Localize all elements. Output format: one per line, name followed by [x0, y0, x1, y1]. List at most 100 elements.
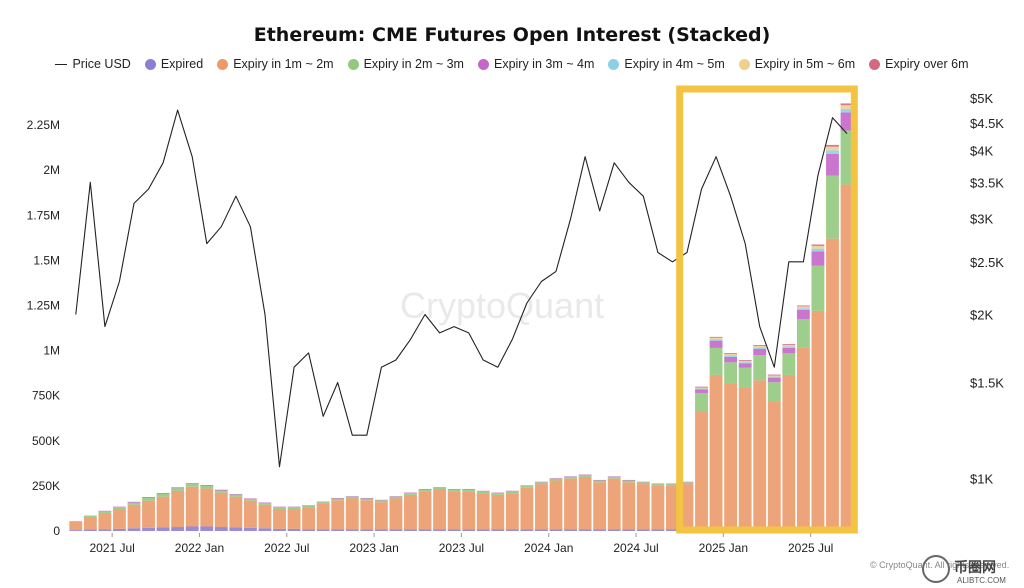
oi-bar-segment	[360, 500, 374, 530]
oi-bar-segment	[622, 482, 636, 530]
oi-bar-segment	[69, 521, 83, 531]
oi-bar-segment	[767, 382, 781, 403]
oi-bar-segment	[476, 529, 490, 531]
oi-bar-segment	[142, 497, 155, 498]
oi-bar-segment	[404, 492, 417, 494]
y-right-tick-label: $2.5K	[970, 255, 1004, 270]
legend-item[interactable]: Expiry in 3m ~ 4m	[477, 57, 594, 71]
oi-bar-segment	[651, 529, 665, 531]
oi-bar-segment	[433, 487, 447, 488]
legend-item[interactable]: Expired	[144, 57, 203, 71]
highlight-box	[676, 85, 858, 534]
oi-bar-segment	[622, 480, 636, 483]
oi-bar-segment	[549, 529, 563, 531]
oi-bar-segment	[476, 493, 490, 530]
oi-bar-segment	[665, 529, 679, 531]
oi-bar-segment	[840, 108, 854, 113]
oi-bar-segment	[345, 498, 359, 530]
oi-bar-segment	[360, 498, 374, 501]
highlight-layer	[676, 85, 858, 534]
legend-swatch	[869, 58, 881, 70]
oi-bar-segment	[156, 527, 170, 531]
oi-bar-segment	[738, 367, 752, 388]
oi-bar-segment	[476, 490, 490, 492]
oi-bar-segment	[462, 489, 476, 492]
y-left-tick-label: 0	[53, 524, 60, 538]
legend-item[interactable]: Expiry in 4m ~ 5m	[608, 57, 725, 71]
oi-bar-segment	[258, 504, 272, 529]
oi-bar-segment	[69, 521, 83, 522]
copyright-text: © CryptoQuant. All rights reserved.	[870, 560, 1009, 570]
oi-bar-segment	[811, 244, 825, 246]
legend-item[interactable]: Expiry in 2m ~ 3m	[347, 57, 464, 71]
oi-bar-segment	[214, 527, 228, 531]
y-left-tick-label: 2.25M	[27, 118, 60, 132]
legend-swatch	[144, 58, 156, 70]
oi-bar-segment	[535, 484, 548, 530]
oi-bar-segment	[302, 529, 316, 531]
oi-bar-segment	[156, 496, 170, 528]
oi-bar-segment	[374, 502, 388, 530]
oi-bar-segment	[840, 130, 854, 185]
oi-bar-segment	[258, 503, 272, 505]
oi-bar-segment	[578, 474, 592, 476]
oi-bar-segment	[142, 527, 155, 531]
x-tick-label: 2025 Jul	[788, 541, 833, 555]
oi-bar-segment	[389, 529, 403, 531]
oi-bar-segment	[578, 476, 592, 530]
oi-bar-segment	[695, 411, 708, 529]
legend-item[interactable]: Price USD	[55, 57, 131, 71]
legend-item[interactable]: Expiry in 1m ~ 2m	[217, 57, 334, 71]
oi-bar-segment	[113, 507, 126, 509]
oi-bar-segment	[826, 150, 839, 154]
oi-bar-segment	[840, 184, 854, 528]
oi-bar-segment	[462, 488, 476, 490]
oi-bar-segment	[636, 484, 650, 530]
oi-bar-segment	[738, 363, 752, 368]
oi-bar-segment	[738, 387, 752, 529]
oi-bar-segment	[404, 493, 417, 495]
oi-bar-segment	[447, 491, 461, 530]
oi-bar-segment	[113, 528, 126, 531]
oi-bar-segment	[374, 529, 388, 531]
oi-bar-segment	[476, 491, 490, 494]
y-right-tick-label: $1K	[970, 471, 993, 486]
legend-item[interactable]: Expiry in 5m ~ 6m	[738, 57, 855, 71]
oi-bar-segment	[273, 528, 286, 531]
corner-logo-title: 币圈网	[954, 559, 996, 575]
oi-bar-segment	[229, 496, 243, 528]
oi-bar-segment	[374, 499, 388, 501]
y-left-tick-label: 1.5M	[33, 253, 60, 267]
oi-bar-segment	[273, 508, 286, 529]
oi-bar-segment	[505, 491, 519, 494]
oi-bar-segment	[404, 494, 417, 530]
oi-bar-segment	[811, 248, 825, 252]
oi-bar-segment	[695, 392, 708, 412]
oi-bar-segment	[83, 516, 97, 530]
oi-bar-segment	[185, 483, 199, 485]
oi-bar-segment	[316, 529, 330, 531]
oi-bar-segment	[156, 494, 170, 497]
oi-bar-segment	[753, 347, 767, 349]
oi-bar-segment	[171, 488, 185, 491]
chart-legend: Price USD Expired Expiry in 1m ~ 2m Expiry …	[0, 57, 1024, 71]
legend-item[interactable]: Expiry over 6m	[869, 57, 969, 71]
oi-bar-segment	[69, 530, 83, 531]
oi-bar-segment	[83, 515, 97, 517]
legend-swatch	[477, 58, 489, 70]
oi-bar-segment	[127, 504, 141, 529]
oi-bar-segment	[564, 476, 577, 477]
oi-bar-segment	[520, 487, 534, 530]
oi-bar-segment	[389, 496, 403, 499]
oi-bar-segment	[156, 493, 170, 495]
y-left-tick-label: 500K	[32, 434, 60, 448]
oi-bar-segment	[243, 498, 257, 501]
oi-bar-segment	[796, 306, 810, 309]
oi-bar-segment	[811, 245, 825, 249]
oi-bar-segment	[491, 529, 505, 531]
oi-bar-segment	[360, 497, 374, 499]
watermark-text: CryptoQuant	[400, 285, 604, 326]
oi-bar-segment	[607, 476, 621, 477]
legend-label: Expiry in 2m ~ 3m	[363, 57, 464, 71]
oi-bar-segment	[782, 346, 796, 348]
